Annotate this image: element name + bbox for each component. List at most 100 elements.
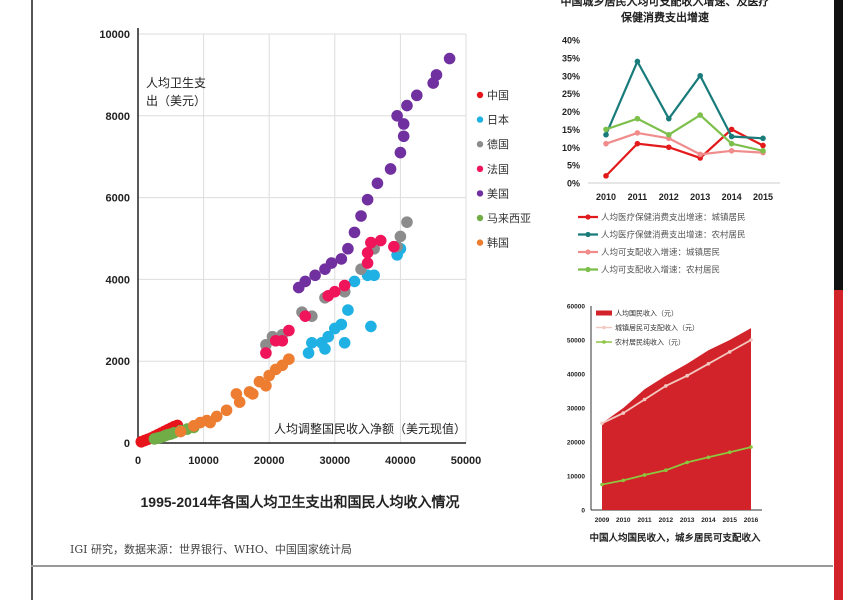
data-point-1	[603, 131, 609, 138]
data-point-1	[685, 373, 689, 378]
x-tick-label: 2014	[722, 192, 742, 202]
data-point-2	[685, 460, 689, 465]
data-point-3	[365, 236, 377, 249]
legend-marker	[476, 141, 484, 148]
y-tick-label: 10%	[562, 143, 580, 153]
scatter-y-axis-label: 人均卫生支出（美元）	[146, 76, 207, 108]
x-tick-label: 2013	[680, 517, 695, 524]
data-point-1	[634, 58, 641, 65]
legend-label: 日本	[487, 113, 509, 127]
data-point-3	[603, 126, 609, 133]
legend-label: 城镇居民可支配收入（元）	[615, 323, 699, 332]
x-tick-label: 50000	[451, 455, 482, 467]
x-tick-label: 2011	[628, 192, 648, 202]
data-point-4	[397, 118, 410, 130]
legend-label: 人均医疗保健消费支出增速：城镇居民	[601, 212, 746, 223]
scatter-x-axis-label: 人均调整国民收入净额（美元现值）	[274, 422, 467, 436]
data-point-1	[342, 304, 354, 316]
data-point-4	[443, 52, 456, 65]
legend-marker	[585, 231, 591, 238]
data-point-1	[642, 397, 647, 402]
y-tick-label: 25%	[562, 89, 580, 99]
data-point-3	[374, 234, 387, 247]
legend-label: 韩国	[487, 236, 509, 250]
y-tick-label: 5%	[567, 161, 580, 171]
x-tick-label: 40000	[385, 455, 416, 467]
data-point-4	[309, 269, 321, 282]
data-point-4	[394, 146, 407, 159]
legend-label: 美国	[487, 187, 509, 200]
data-point-3	[329, 285, 341, 298]
data-point-0	[666, 144, 672, 151]
data-point-2	[706, 455, 711, 460]
data-point-3	[338, 279, 351, 292]
data-point-2	[642, 473, 647, 477]
y-tick-label: 30000	[567, 406, 585, 413]
data-point-2	[697, 151, 703, 158]
data-point-6	[174, 425, 187, 438]
data-point-1	[666, 115, 672, 122]
data-point-0	[634, 140, 641, 147]
data-point-1	[697, 72, 703, 79]
legend-marker	[476, 116, 484, 123]
data-point-4	[397, 130, 410, 143]
data-point-3	[760, 148, 766, 154]
series-line-1	[604, 58, 764, 140]
legend-marker	[602, 340, 606, 344]
y-tick-label: 20%	[562, 107, 580, 117]
data-point-3	[276, 334, 289, 347]
data-point-1	[600, 421, 604, 426]
data-point-1	[749, 338, 753, 342]
data-point-1	[348, 275, 361, 288]
data-point-3	[728, 140, 735, 147]
x-tick-label: 2014	[701, 517, 716, 524]
legend-marker	[585, 266, 591, 273]
legend-label: 人均可支配收入增速：农村居民	[601, 265, 720, 276]
legend-label: 中国	[487, 89, 509, 102]
legend-marker	[585, 214, 591, 220]
data-point-3	[361, 247, 374, 259]
right-edge-dark	[834, 0, 843, 290]
data-point-6	[233, 396, 246, 408]
legend-marker	[476, 165, 484, 172]
series-line-0	[605, 128, 764, 177]
data-point-3	[666, 131, 672, 138]
y-tick-label: 30%	[562, 71, 580, 81]
data-point-3	[283, 324, 295, 337]
x-tick-label: 2013	[690, 192, 710, 202]
y-tick-label: 50000	[567, 338, 585, 345]
data-point-4	[384, 163, 397, 175]
data-point-3	[361, 257, 374, 269]
data-point-1	[706, 362, 711, 366]
data-point-4	[401, 99, 413, 112]
data-point-0	[603, 173, 609, 179]
data-point-3	[299, 310, 312, 323]
data-point-2	[634, 130, 641, 136]
series-line-1	[601, 339, 752, 425]
data-point-4	[411, 89, 423, 102]
y-tick-label: 40%	[562, 36, 580, 46]
y-tick-label: 40000	[567, 372, 585, 379]
data-point-0	[760, 142, 766, 149]
page-divider	[31, 565, 833, 567]
data-point-1	[335, 318, 348, 331]
data-point-2	[728, 148, 735, 154]
x-tick-label: 2010	[596, 192, 616, 202]
x-tick-label: 2015	[722, 517, 737, 524]
data-point-6	[283, 353, 295, 365]
y-tick-label: 2000	[106, 356, 130, 368]
data-point-2	[749, 445, 753, 449]
data-point-4	[299, 275, 312, 288]
area-chart-title: 中国人均国民收入，城乡居民可支配收入	[589, 533, 761, 544]
legend-label: 人均国民收入（元）	[615, 309, 678, 318]
data-point-1	[365, 320, 377, 333]
data-point-4	[430, 69, 443, 81]
data-point-1	[319, 343, 331, 355]
legend-marker	[476, 239, 484, 246]
legend-marker	[476, 214, 484, 222]
legend-label: 人均医疗保健消费支出增速：农村居民	[601, 230, 746, 241]
data-point-1	[760, 135, 766, 142]
x-tick-label: 0	[135, 455, 141, 467]
